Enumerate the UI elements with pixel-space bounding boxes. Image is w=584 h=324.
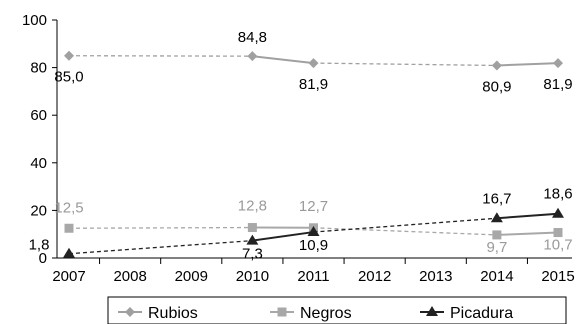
data-label: 9,7 <box>486 239 507 256</box>
data-point-marker <box>246 234 259 245</box>
data-point-marker <box>307 226 320 237</box>
data-point-marker <box>247 223 257 233</box>
x-tick-label: 2007 <box>52 268 85 285</box>
series-line-segment <box>313 217 497 233</box>
data-point-marker <box>491 60 502 71</box>
x-tick-label: 2014 <box>480 268 513 285</box>
legend-marker <box>426 306 438 316</box>
legend-marker <box>125 307 135 317</box>
chart-legend: Rubios Negros Picadura <box>107 296 567 324</box>
data-label: 12,8 <box>238 198 267 215</box>
data-point-marker <box>552 207 564 218</box>
data-label: 81,9 <box>543 76 572 93</box>
x-tick-label: 2013 <box>419 268 452 285</box>
y-tick-label: 100 <box>22 12 47 29</box>
y-tick-label: 40 <box>30 155 47 172</box>
x-tick-label: 2010 <box>236 268 269 285</box>
series-line-segment <box>496 62 559 67</box>
legend-label: Negros <box>300 305 352 322</box>
legend-entry-picadura: Picadura <box>420 305 513 322</box>
data-label: 10,9 <box>299 237 328 254</box>
series-picadura: 1,8 7,3 10,9 16,7 18,6 <box>29 186 573 263</box>
data-label: 7,3 <box>242 246 263 263</box>
data-label: 10,7 <box>543 237 572 254</box>
data-label: 1,8 <box>29 237 50 254</box>
y-tick-label: 60 <box>30 107 47 124</box>
data-point-marker <box>553 228 563 238</box>
series-line-segment <box>252 55 314 65</box>
legend-marker <box>277 307 287 317</box>
data-label: 16,7 <box>482 190 511 207</box>
chart-axes: 0 20 40 60 80 100 2007 2008 2009 2010 2011 2012 2013… <box>22 12 575 285</box>
data-label: 12,5 <box>54 199 83 216</box>
data-point-marker <box>247 51 258 62</box>
legend-entry-rubios: Rubios <box>118 305 198 322</box>
data-label: 12,7 <box>299 198 328 215</box>
series-negros: 12,5 12,8 12,7 9,7 10,7 <box>54 198 572 256</box>
x-tick-label: 2009 <box>175 268 208 285</box>
data-point-marker <box>64 50 74 61</box>
y-tick-label: 0 <box>39 250 47 267</box>
data-point-marker <box>63 247 75 258</box>
series-line-segment <box>313 227 497 236</box>
series-line-segment <box>496 231 559 236</box>
data-point-marker <box>64 223 74 233</box>
data-label: 80,9 <box>482 78 511 95</box>
data-label: 18,6 <box>543 186 572 203</box>
x-tick-label: 2008 <box>113 268 146 285</box>
data-label: 84,8 <box>238 29 267 46</box>
x-tick-label: 2012 <box>358 268 391 285</box>
series-line-segment <box>496 212 559 220</box>
series-line-segment <box>68 226 253 229</box>
data-point-marker <box>492 230 502 240</box>
series-line-segment <box>252 231 314 242</box>
legend-box <box>107 296 567 324</box>
data-label: 81,9 <box>299 76 328 93</box>
series-line-segment <box>68 239 253 255</box>
x-tick-label: 2015 <box>541 268 574 285</box>
legend-label: Picadura <box>450 305 513 322</box>
chart-series-layer: 85,084,881,9 80,9 81,912,5 12,8 12,79,7 10,71… <box>29 29 573 262</box>
x-tick-label: 2011 <box>297 268 329 285</box>
series-rubios: 85,0 84,8 81,9 80,9 81,9 <box>54 29 572 95</box>
data-point-marker <box>308 58 319 69</box>
data-point-marker <box>553 58 563 69</box>
y-tick-label: 20 <box>30 202 47 219</box>
data-label: 85,0 <box>54 69 83 86</box>
legend-entry-negros: Negros <box>270 305 352 322</box>
data-point-marker <box>490 212 503 223</box>
legend-label: Rubios <box>148 305 198 322</box>
y-tick-label: 80 <box>30 60 47 77</box>
series-line-segment <box>313 62 497 67</box>
